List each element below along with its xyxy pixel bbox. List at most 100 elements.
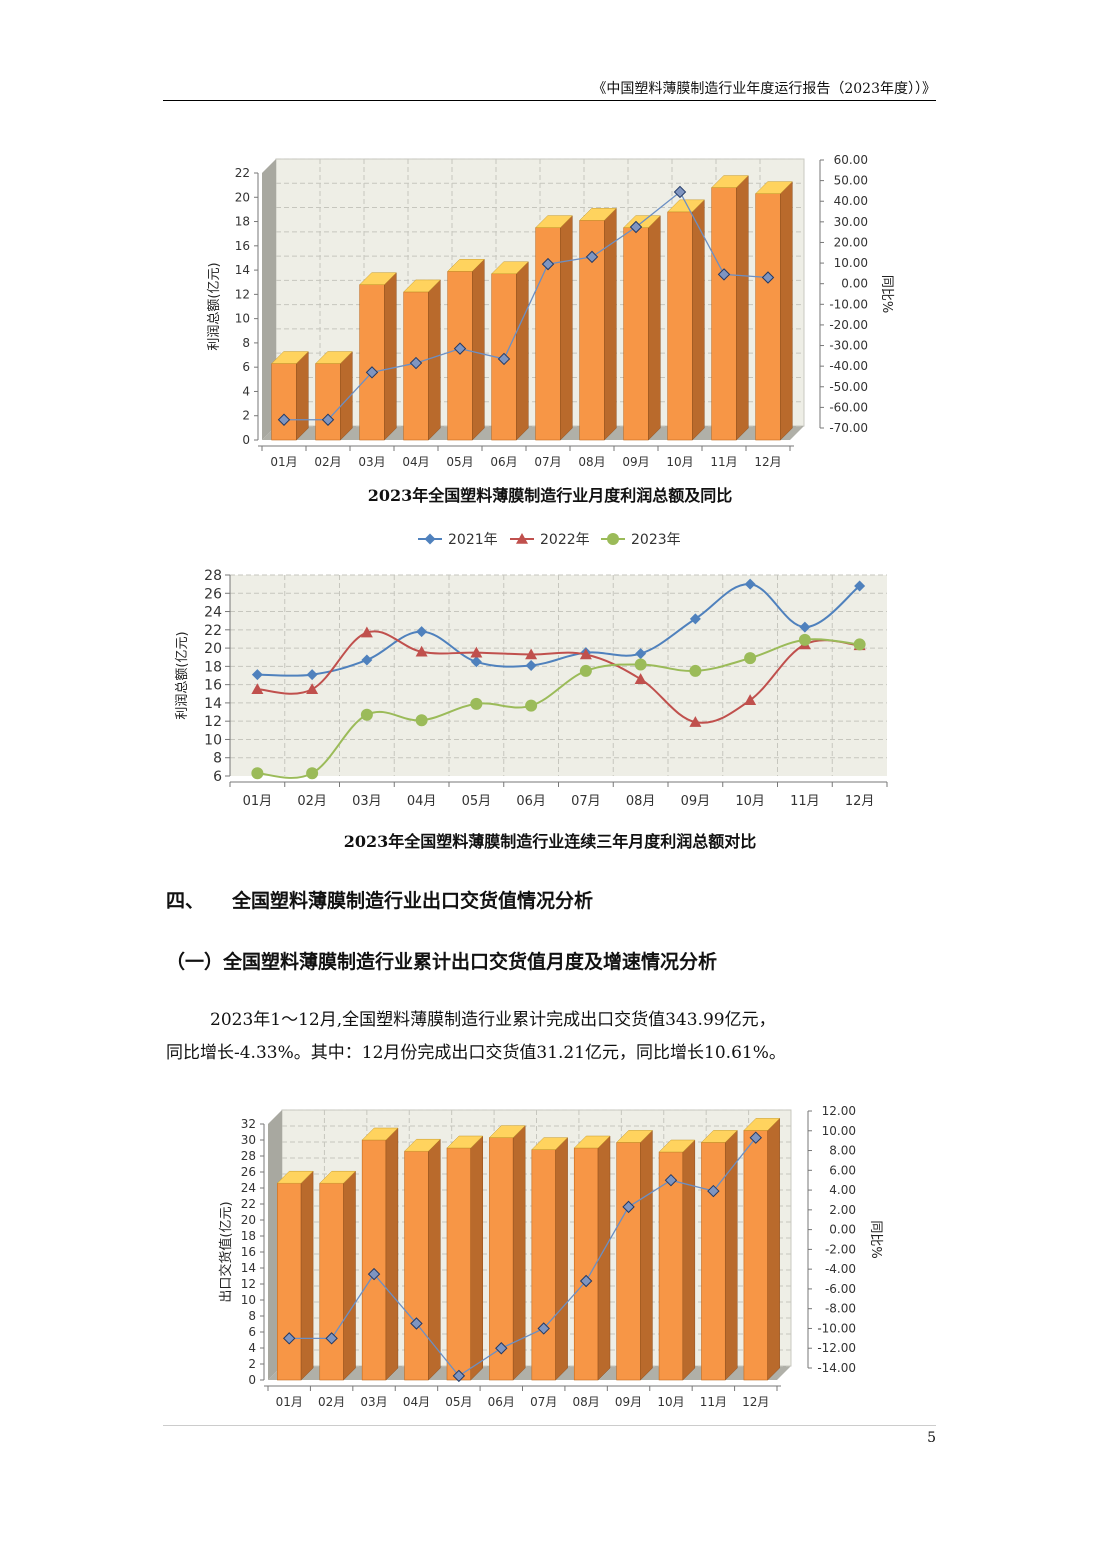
chart2-y-tick-label: 14 (204, 696, 222, 712)
chart2-x-tick-label: 01月 (243, 794, 273, 809)
chart1-y2-tick-label: 30.00 (834, 215, 868, 229)
chart3-x-tick-label: 04月 (403, 1395, 430, 1409)
chart2-series-point (306, 683, 319, 695)
chart2-series-point (689, 664, 702, 677)
chart2-series-point (853, 638, 866, 651)
chart1-y2-tick-label: -60.00 (829, 400, 868, 414)
chart3-bar-top (319, 1170, 357, 1184)
chart3-bar-side (385, 1127, 399, 1381)
chart2-series-point (360, 626, 373, 638)
chart2-series-point (470, 656, 482, 668)
chart1-yoy-point (717, 268, 731, 281)
chart3-bar (616, 1142, 641, 1381)
chart2-x-tick-label: 12月 (845, 794, 875, 809)
chart1-y2-tick-label: -40.00 (829, 359, 868, 373)
chart1-caption: 2023年全国塑料薄膜制造行业月度利润总额及同比 (367, 486, 733, 505)
chart3-y-tick-label: 0 (248, 1373, 256, 1387)
chart2-series-point (579, 664, 592, 677)
chart1-bar (447, 271, 473, 441)
chart2-series-point (470, 697, 483, 710)
chart3-y-tick-label: 8 (248, 1309, 256, 1323)
chart3-y2-tick-label: 8.00 (829, 1144, 856, 1158)
chart3-y2-tick-label: -2.00 (825, 1242, 856, 1256)
chart2-legend-label: 2021年 (448, 532, 498, 548)
chart1-yoy-point (585, 250, 599, 264)
chart1-yoy-line (284, 190, 769, 421)
chart3-y-tick-label: 12 (241, 1277, 256, 1291)
chart3-y-tick-label: 6 (248, 1325, 256, 1339)
chart2-x-tick-label: 08月 (626, 794, 656, 809)
chart2-legend-marker (516, 533, 528, 544)
chart2-series-point (635, 648, 647, 660)
chart3-x-tick-label: 09月 (615, 1395, 642, 1409)
chart1-y-tick-label: 4 (242, 384, 250, 398)
chart2-y-tick-label: 10 (204, 732, 222, 748)
chart2-series-point (306, 767, 319, 780)
chart1-bar-top (491, 261, 529, 274)
chart1-y2-tick-label: -50.00 (829, 380, 868, 394)
chart3-y2-tick-label: 10.00 (822, 1124, 856, 1138)
subsection-heading: （一）全国塑料薄膜制造行业累计出口交货值月度及增速情况分析 (166, 951, 718, 973)
chart1-x-tick-label: 01月 (270, 455, 297, 469)
chart2-series-line (257, 630, 860, 724)
chart3-y-tick-label: 20 (241, 1213, 256, 1227)
chart3-x-tick-label: 07月 (530, 1395, 557, 1409)
chart2-series-point (470, 646, 483, 658)
chart3-x-tick-label: 01月 (276, 1395, 303, 1409)
chart2-series-point (415, 714, 428, 727)
chart3-bar-top (446, 1135, 484, 1149)
chart3-bar-top (700, 1130, 738, 1143)
chart1-y-tick-label: 0 (242, 433, 250, 447)
chart2-series-point (525, 659, 537, 671)
chart3-bar (361, 1139, 387, 1381)
chart3-yoy-point (664, 1173, 678, 1187)
chart3-x-tick-label: 12月 (742, 1395, 769, 1409)
chart3-bar (531, 1149, 556, 1381)
chart2-series-point (744, 578, 756, 590)
chart2-series-point (415, 645, 428, 657)
chart3-y2-tick-label: -4.00 (825, 1262, 856, 1276)
chart2-series-point (525, 648, 538, 660)
chart2-series-point (525, 699, 538, 712)
chart2-series-point (744, 652, 757, 665)
chart1-y-tick-label: 16 (235, 239, 250, 253)
chart3-bar-side (343, 1170, 356, 1381)
chart1-y2-tick-label: 60.00 (834, 153, 868, 167)
chart1-x-tick-label: 10月 (666, 455, 693, 469)
chart1-bar-top (315, 351, 353, 364)
chart3-yoy-point (283, 1332, 296, 1345)
chart3-y-tick-label: 10 (241, 1293, 256, 1307)
chart2-x-tick-label: 10月 (735, 794, 765, 809)
chart3-y-tick-label: 30 (241, 1133, 256, 1147)
chart3-bar (573, 1147, 599, 1381)
chart2-caption: 2023年全国塑料薄膜制造行业连续三年月度利润总额对比 (343, 832, 757, 851)
chart1-x-tick-label: 02月 (314, 455, 341, 469)
three-year-profit-chart: 6 8 10 12 14 16 18 20 22 24 26 28 01月 02月 03月 04月 05月 06月… (175, 532, 888, 809)
chart3-x-tick-label: 11月 (700, 1395, 727, 1409)
chart2-series-point (798, 633, 811, 646)
chart1-x-tick-label: 09月 (622, 455, 649, 469)
chart1-y-tick-label: 18 (235, 215, 250, 229)
chart2-series-point (689, 716, 702, 727)
chart1-yoy-point (761, 271, 775, 284)
chart3-bar (701, 1142, 726, 1381)
chart2-series-point (251, 683, 264, 695)
chart2-series-point (634, 673, 647, 684)
chart3-y-tick-label: 32 (241, 1117, 256, 1131)
chart2-series-point (634, 658, 647, 671)
chart2-series-point (251, 767, 264, 780)
chart3-bar-top (361, 1127, 399, 1141)
chart3-bar-top (276, 1170, 314, 1184)
chart1-yoy-point (629, 220, 643, 234)
chart2-y-tick-label: 26 (204, 586, 222, 602)
body-paragraph: 2023年1～12月,全国塑料薄膜制造行业累计完成出口交货值343.99亿元， … (166, 1004, 938, 1070)
chart2-y-tick-label: 12 (204, 714, 222, 730)
chart3-y2-tick-label: 12.00 (822, 1104, 856, 1118)
chart1-bar-top (535, 215, 573, 228)
chart3-bar (277, 1182, 302, 1381)
chart2-series-point (360, 708, 373, 721)
chart2-series-point (579, 648, 592, 660)
chart1-y-tick-label: 22 (235, 166, 250, 180)
chart2-x-tick-label: 11月 (790, 794, 820, 809)
chart1-y2-tick-label: 40.00 (834, 194, 868, 208)
